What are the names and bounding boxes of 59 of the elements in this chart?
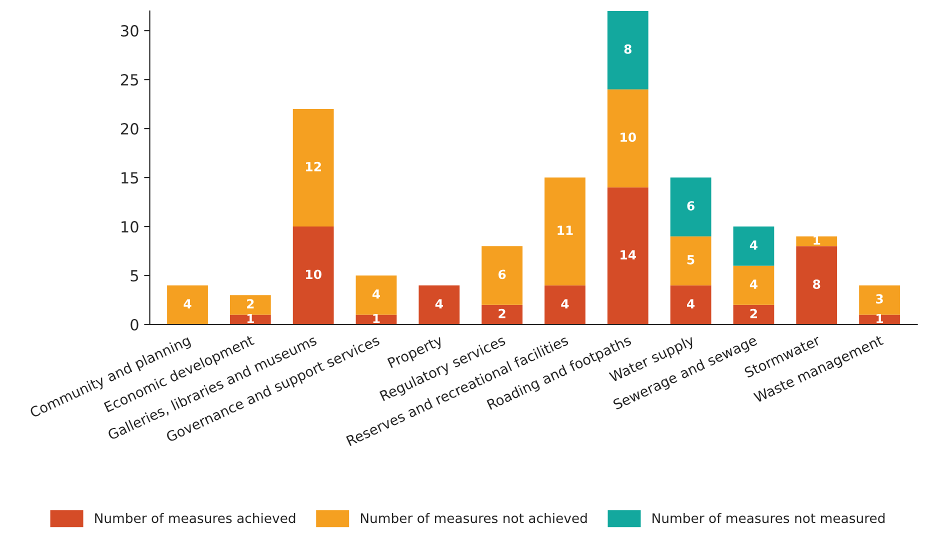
bar — [859, 285, 900, 315]
bar — [167, 285, 208, 324]
data-label: 1 — [876, 314, 884, 324]
data-label: 8 — [624, 44, 632, 54]
y-tick-label: 0 — [130, 318, 138, 331]
data-label: 1 — [247, 314, 254, 324]
legend-label: Number of measures not measured — [652, 512, 885, 524]
bar — [670, 285, 712, 324]
data-label: 1 — [373, 314, 380, 324]
bar — [292, 108, 334, 227]
y-tick-label: 15 — [122, 172, 138, 184]
bar — [544, 285, 586, 324]
data-label: 4 — [750, 280, 758, 289]
data-label: 2 — [498, 308, 506, 318]
bar — [670, 178, 712, 236]
data-label: 8 — [813, 279, 820, 289]
data-label: 4 — [750, 240, 758, 250]
y-tick-label: 30 — [121, 25, 138, 37]
data-label: 2 — [750, 308, 757, 318]
bar — [292, 226, 334, 324]
bar — [482, 304, 523, 324]
bar — [356, 314, 397, 324]
data-label: 14 — [620, 250, 636, 260]
data-label: 4 — [184, 299, 192, 308]
bar — [859, 314, 900, 324]
bar — [230, 314, 271, 324]
bar — [733, 304, 774, 324]
bar — [607, 11, 648, 90]
data-label: 4 — [561, 299, 569, 308]
bar — [733, 266, 774, 305]
data-label: 4 — [372, 289, 380, 299]
bar — [230, 295, 271, 315]
y-tick-label: 5 — [130, 270, 138, 282]
legend-label: Number of measures not achieved — [360, 512, 587, 524]
data-label: 10 — [306, 270, 322, 280]
bar — [607, 187, 648, 324]
data-label: 10 — [620, 132, 636, 142]
legend-label: Number of measures achieved — [95, 512, 296, 524]
data-label: 11 — [558, 226, 573, 235]
bar — [607, 89, 648, 188]
data-label: 6 — [687, 201, 694, 211]
bar — [482, 246, 523, 305]
data-label: 3 — [876, 294, 883, 304]
data-label: 4 — [687, 299, 695, 308]
bar — [796, 236, 838, 246]
data-label: 6 — [498, 270, 506, 280]
y-tick-label: 10 — [122, 220, 138, 233]
bar — [733, 226, 774, 266]
y-tick-label: 25 — [121, 74, 138, 86]
data-label: 4 — [435, 299, 443, 308]
bar — [418, 285, 460, 324]
y-tick-label: 20 — [121, 123, 138, 135]
data-label: 12 — [306, 162, 321, 172]
bar — [796, 246, 838, 324]
bar — [544, 178, 586, 286]
bar — [670, 236, 712, 286]
bar — [356, 276, 397, 315]
data-label: 5 — [687, 255, 694, 264]
data-label: 2 — [247, 299, 254, 308]
